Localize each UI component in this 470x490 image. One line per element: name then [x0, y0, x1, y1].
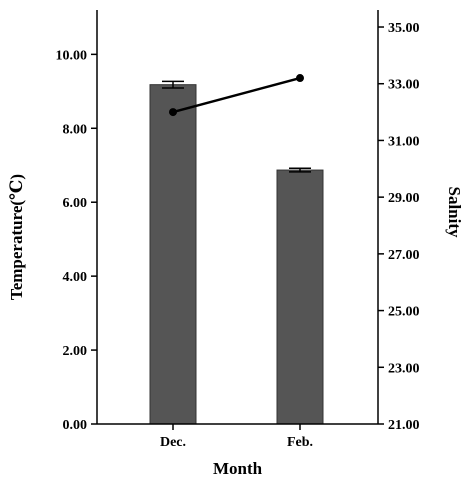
y2-tick-label: 35.00 [388, 21, 420, 36]
y-tick-label: 4.00 [63, 270, 88, 285]
bars-layer [149, 84, 324, 425]
y2-tick-label: 23.00 [388, 361, 420, 376]
error-bar-feb [289, 167, 311, 173]
y2-tick-label: 27.00 [388, 248, 420, 263]
y-tick-label: 2.00 [63, 344, 88, 359]
y2-tick-label: 29.00 [388, 191, 420, 206]
y2-tick-label: 31.00 [388, 134, 420, 149]
x-tick-label: Dec. [160, 435, 186, 450]
y-axis-title-temperature: Temperature(℃) [7, 174, 26, 300]
salinity-line [172, 76, 301, 114]
x-tick-label: Feb. [287, 435, 313, 450]
salinity-line-layer [169, 74, 304, 117]
y-tick-label: 8.00 [63, 122, 88, 137]
x-axis-title: Month [213, 459, 263, 478]
ticks-layer: 0.00 2.00 4.00 6.00 8.00 10.00 21.00 23.00 25.00… [56, 21, 420, 450]
error-bar-dec [162, 80, 184, 89]
y2-tick-label: 21.00 [388, 418, 420, 433]
y-tick-label: 0.00 [63, 418, 88, 433]
axes-layer [96, 10, 379, 425]
y2-tick-label: 33.00 [388, 78, 420, 93]
y2-axis-title-salinity: Salnity [445, 186, 464, 238]
error-bars-layer [162, 80, 311, 173]
salinity-point-dec [169, 108, 177, 117]
salinity-point-feb [296, 74, 304, 83]
bar-dec [149, 84, 197, 425]
y2-tick-label: 25.00 [388, 305, 420, 320]
bar-feb [276, 169, 324, 425]
y-tick-label: 6.00 [63, 196, 88, 211]
y-tick-label: 10.00 [56, 48, 88, 63]
